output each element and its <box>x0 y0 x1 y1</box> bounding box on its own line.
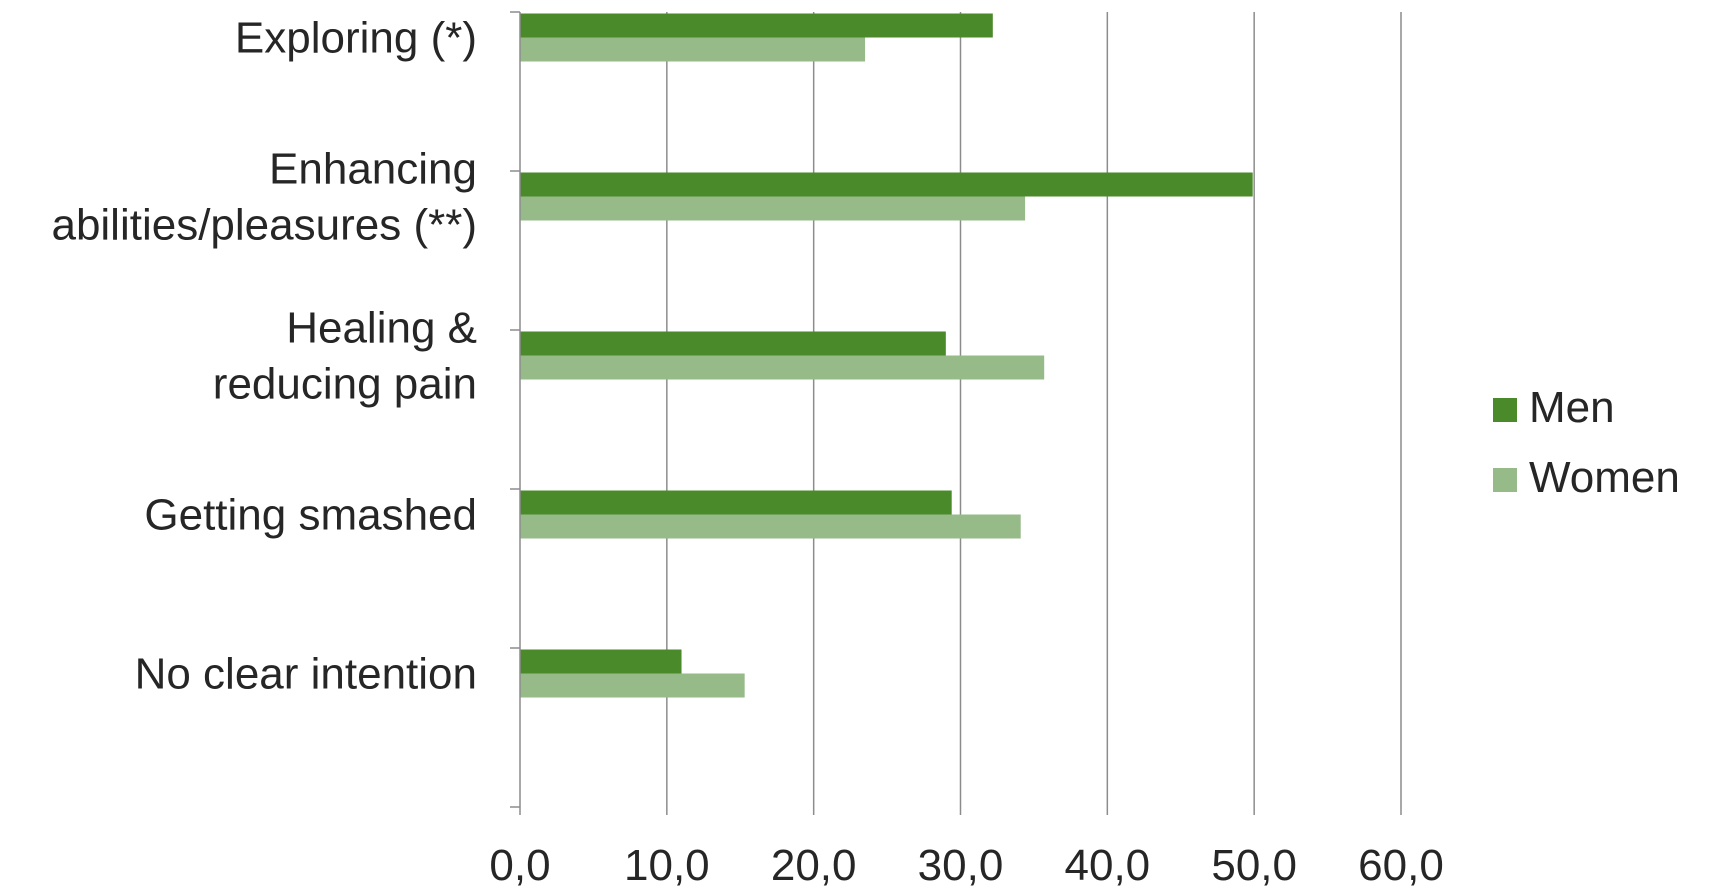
bar-women <box>520 673 745 698</box>
x-tick-label: 60,0 <box>1358 841 1444 887</box>
bar-women <box>520 355 1045 380</box>
axes <box>510 11 1402 815</box>
category-label: Healing & <box>286 304 477 353</box>
bar-men <box>520 490 952 515</box>
x-tick-label: 0,0 <box>489 841 550 887</box>
bar-men <box>520 331 946 356</box>
legend-label-men: Men <box>1529 383 1615 432</box>
bars <box>520 13 1253 698</box>
bar-men <box>520 649 682 674</box>
legend-label-women: Women <box>1529 453 1680 502</box>
category-label: Enhancing <box>269 145 477 194</box>
bar-women <box>520 37 866 62</box>
bar-women <box>520 196 1026 221</box>
gridlines <box>666 12 1402 807</box>
bar-men <box>520 172 1253 197</box>
category-label: Getting smashed <box>144 491 477 540</box>
x-tick-label: 50,0 <box>1211 841 1297 887</box>
legend-swatch-women <box>1493 468 1517 492</box>
category-label: reducing pain <box>213 360 477 409</box>
x-tick-label: 10,0 <box>624 841 710 887</box>
legend-swatch-men <box>1493 398 1517 422</box>
category-label: Exploring (*) <box>235 14 477 63</box>
x-tick-label: 20,0 <box>771 841 857 887</box>
x-tick-label: 30,0 <box>918 841 1004 887</box>
category-labels: Exploring (*) Enhancing abilities/pleasure… <box>51 14 477 699</box>
bar-women <box>520 514 1021 539</box>
legend: Men Women <box>1493 383 1680 502</box>
x-tick-labels: 0,0 10,0 20,0 30,0 40,0 50,0 60,0 <box>489 841 1443 887</box>
x-tick-label: 40,0 <box>1065 841 1151 887</box>
category-label: abilities/pleasures (**) <box>51 201 477 250</box>
category-label: No clear intention <box>135 650 477 699</box>
bar-men <box>520 13 993 38</box>
